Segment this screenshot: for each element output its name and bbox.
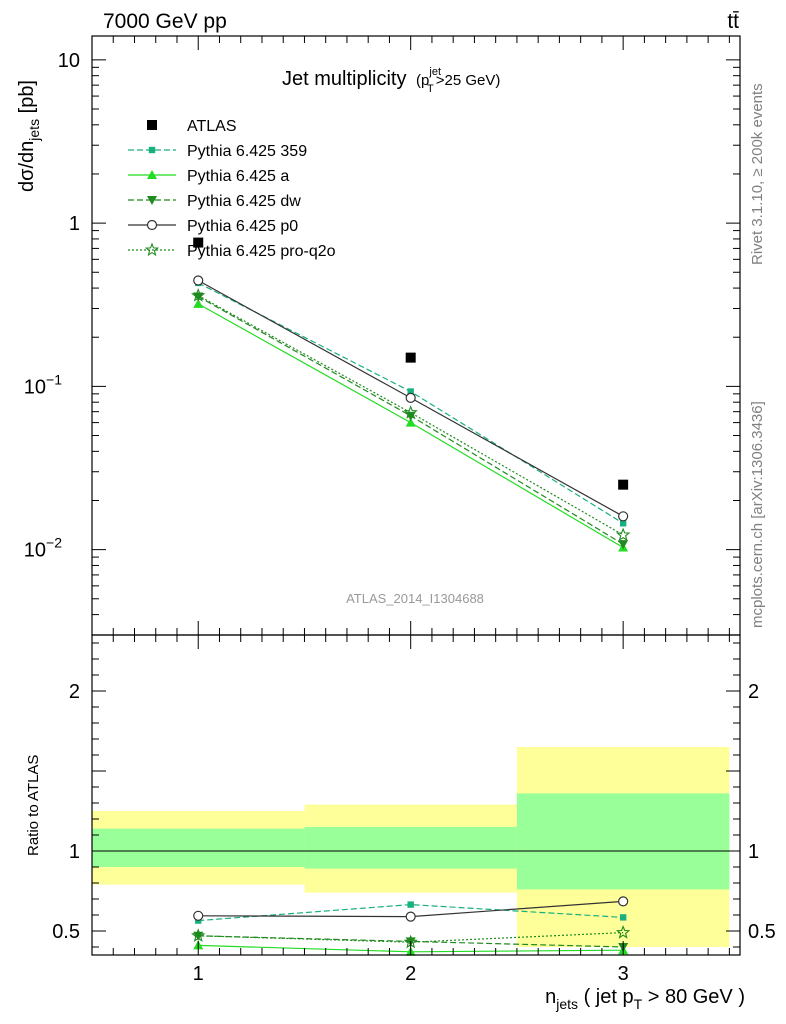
y-label-main-text: dσ/dn <box>16 141 38 192</box>
main-ytick-label: 1 <box>69 213 80 235</box>
legend-label-pythia-6-425-359: Pythia 6.425 359 <box>187 143 307 160</box>
ratio-point-pythia-6-425-p0-2 <box>405 911 416 922</box>
main-point-pythia-6-425-p0-3 <box>618 511 629 522</box>
main-point-pythia-6-425-359-2 <box>407 388 414 395</box>
band-inner-1 <box>92 828 305 867</box>
axis-ticks <box>91 36 740 955</box>
main-line-pythia-6-425-359 <box>197 282 624 524</box>
x-label-sub: jets <box>555 996 578 1012</box>
legend-marker-pythia-6-425-pro-q2o <box>144 242 160 257</box>
plot-title-paren-close: ) <box>495 72 500 89</box>
main-point-pythia-6-425-p0-1 <box>193 275 204 286</box>
main-point-atlas-2 <box>405 352 416 363</box>
plot-title-sup: jet <box>428 66 441 78</box>
ratio-ytick-label-left: 2 <box>69 681 80 703</box>
x-label-sub2: T <box>634 996 643 1012</box>
main-ytick-label: 10−2 <box>24 535 62 562</box>
ratio-point-pythia-6-425-p0-3 <box>618 896 629 907</box>
plot-title-sub: T <box>427 83 434 95</box>
main-point-pythia-6-425-a-2 <box>405 417 416 427</box>
main-point-atlas-1 <box>193 237 204 248</box>
ratio-point-pythia-6-425-pro-q2o-1 <box>191 928 206 942</box>
header-left: 7000 GeV pp <box>103 10 227 33</box>
legend-marker-atlas <box>147 120 157 130</box>
xtick-label: 3 <box>618 963 629 985</box>
ratio-point-pythia-6-425-pro-q2o-3 <box>615 925 631 939</box>
band-inner-3 <box>516 793 730 890</box>
x-label-tail: > 80 GeV ) <box>642 986 745 1008</box>
legend-label-pythia-6-425-p0: Pythia 6.425 p0 <box>187 218 298 235</box>
main-ytick-label: 10 <box>58 50 80 72</box>
plot-title-paren-open: ( <box>416 72 421 89</box>
main-point-pythia-6-425-pro-q2o-3 <box>615 527 631 542</box>
plot-title: Jet multiplicity (pjet T >25 GeV) <box>282 66 500 95</box>
legend-marker-pythia-6-425-359 <box>148 146 156 154</box>
xtick-label: 1 <box>193 963 204 985</box>
ratio-point-pythia-6-425-p0-1 <box>193 910 204 921</box>
watermark: ATLAS_2014_I1304688 <box>346 591 484 606</box>
legend-label-atlas: ATLAS <box>187 118 237 135</box>
main-point-pythia-6-425-p0-2 <box>405 392 416 403</box>
header-right: tt̄ <box>727 10 739 33</box>
legend-marker-pythia-6-425-a <box>147 170 157 179</box>
side-text-bottom: mcplots.cern.ch [arXiv:1306.3436] <box>749 401 766 628</box>
ratio-ytick-label-left: 1 <box>69 841 80 863</box>
plot-title-tail: >25 GeV <box>436 72 496 89</box>
main-point-pythia-6-425-dw-3 <box>618 540 629 550</box>
main-ytick-label: 10−1 <box>24 371 62 398</box>
y-label-main-unit: [pb] <box>16 80 38 119</box>
main-point-pythia-6-425-pro-q2o-2 <box>403 405 418 419</box>
y-label-main-sub: jets <box>26 119 42 142</box>
side-text-top: Rivet 3.1.10, ≥ 200k events <box>749 83 766 265</box>
legend: ATLAS Pythia 6.425 359 Pythia 6.425 a Pythi… <box>128 118 336 260</box>
legend-label-pythia-6-425-pro-q2o: Pythia 6.425 pro-q2o <box>187 243 336 260</box>
x-label-n: n <box>545 986 556 1008</box>
ratio-point-pythia-6-425-359-2 <box>407 901 414 908</box>
main-point-pythia-6-425-359-3 <box>619 520 627 527</box>
xtick-label: 2 <box>405 963 416 985</box>
plot-title-main: Jet multiplicity <box>282 68 406 90</box>
main-ytick-exp: −2 <box>46 535 62 551</box>
ratio-line-pythia-6-425-359 <box>198 903 624 922</box>
x-label-mid: ( jet p <box>578 986 634 1008</box>
main-point-atlas-3 <box>618 479 629 490</box>
main-point-pythia-6-425-pro-q2o-1 <box>191 288 206 302</box>
ratio-ytick-label-right: 0.5 <box>748 921 776 943</box>
main-point-pythia-6-425-a-1 <box>193 298 204 308</box>
legend-marker-pythia-6-425-p0 <box>146 219 158 231</box>
y-axis-label-main: dσ/dnjets [pb] <box>16 80 42 192</box>
main-point-pythia-6-425-dw-1 <box>193 292 204 302</box>
main-ytick-exp: −1 <box>46 371 62 387</box>
legend-label-pythia-6-425-dw: Pythia 6.425 dw <box>187 193 301 210</box>
ratio-ytick-label-right: 1 <box>748 841 759 863</box>
band-inner-2 <box>304 827 517 869</box>
plot-title-p: p <box>421 72 429 89</box>
main-line-pythia-6-425-pro-q2o <box>197 295 624 536</box>
x-axis-label: njets ( jet pT > 80 GeV ) <box>545 986 745 1012</box>
ratio-ytick-label-right: 2 <box>748 681 759 703</box>
ratio-point-pythia-6-425-359-3 <box>619 914 627 921</box>
ratio-panel-frame <box>91 634 741 956</box>
legend-label-pythia-6-425-a: Pythia 6.425 a <box>187 168 289 185</box>
y-axis-label-ratio: Ratio to ATLAS <box>25 755 42 856</box>
ratio-ytick-label-left: 0.5 <box>52 921 80 943</box>
legend-marker-pythia-6-425-dw <box>147 196 157 205</box>
